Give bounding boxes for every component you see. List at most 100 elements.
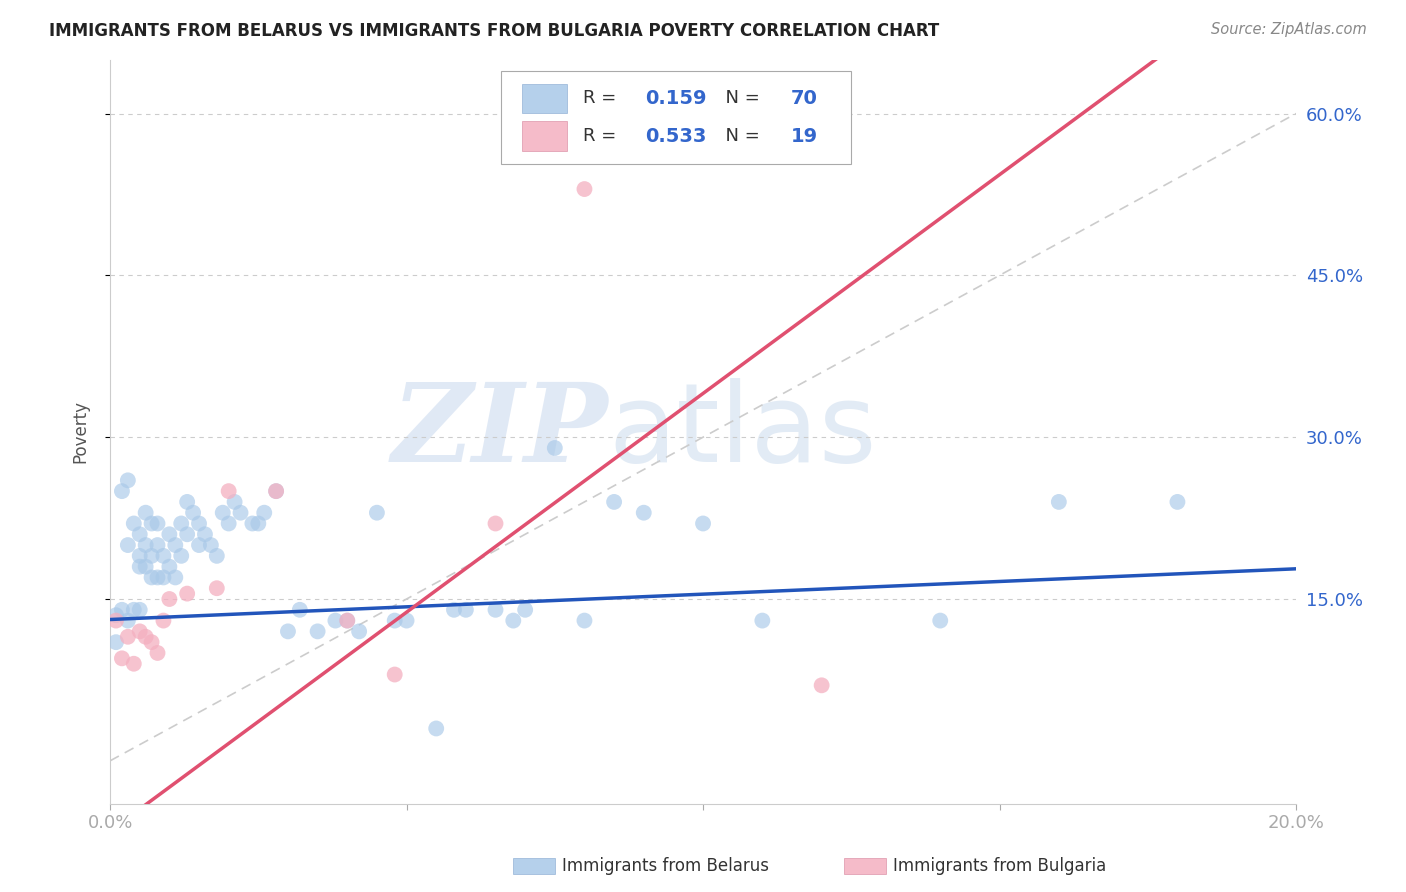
Point [181, 506, 204, 520]
Point [218, 516, 240, 531]
Point [347, 624, 370, 639]
Point [247, 516, 270, 531]
Point [574, 614, 596, 628]
Point [135, 559, 157, 574]
Point [170, 516, 193, 531]
Point [165, 570, 187, 584]
Point [395, 614, 418, 628]
Point [751, 614, 773, 628]
Text: R =: R = [583, 89, 623, 107]
Point [224, 495, 246, 509]
Point [188, 516, 211, 531]
Point [141, 549, 163, 563]
Text: N =: N = [714, 89, 765, 107]
Point [117, 538, 139, 552]
Point [122, 603, 145, 617]
Point [205, 549, 228, 563]
Point [1047, 495, 1070, 509]
Point [111, 484, 134, 499]
Point [194, 527, 217, 541]
Point [146, 570, 169, 584]
Point [200, 538, 222, 552]
Point [205, 581, 228, 595]
Point [229, 506, 252, 520]
Point [810, 678, 832, 692]
Text: 0.159: 0.159 [645, 89, 706, 108]
FancyBboxPatch shape [502, 70, 851, 164]
Point [128, 624, 150, 639]
Point [111, 651, 134, 665]
Point [325, 614, 347, 628]
Point [117, 614, 139, 628]
Point [443, 603, 465, 617]
Point [135, 506, 157, 520]
Point [211, 506, 233, 520]
Point [117, 630, 139, 644]
Point [152, 570, 174, 584]
Point [484, 516, 506, 531]
Point [242, 516, 264, 531]
Point [146, 516, 169, 531]
Point [253, 506, 276, 520]
Text: Immigrants from Bulgaria: Immigrants from Bulgaria [893, 857, 1107, 875]
Point [141, 516, 163, 531]
FancyBboxPatch shape [522, 121, 567, 151]
Point [157, 559, 180, 574]
Text: 0.533: 0.533 [645, 127, 706, 145]
Point [128, 527, 150, 541]
Point [141, 635, 163, 649]
Point [165, 538, 187, 552]
Point [264, 484, 287, 499]
Point [128, 559, 150, 574]
Point [117, 473, 139, 487]
Point [218, 484, 240, 499]
Point [122, 516, 145, 531]
Point [929, 614, 952, 628]
Point [105, 635, 128, 649]
Y-axis label: Poverty: Poverty [72, 401, 89, 463]
Text: ZIP: ZIP [391, 378, 609, 485]
Point [146, 538, 169, 552]
Point [366, 506, 388, 520]
Point [603, 495, 626, 509]
Point [484, 603, 506, 617]
Point [135, 538, 157, 552]
Point [105, 614, 128, 628]
Point [176, 495, 198, 509]
Point [152, 614, 174, 628]
Point [544, 441, 567, 455]
Point [515, 603, 537, 617]
Text: Immigrants from Belarus: Immigrants from Belarus [562, 857, 769, 875]
Point [277, 624, 299, 639]
Point [157, 527, 180, 541]
Point [157, 592, 180, 607]
Point [152, 549, 174, 563]
Point [384, 667, 406, 681]
Point [146, 646, 169, 660]
Point [425, 722, 447, 736]
Point [122, 657, 145, 671]
Text: IMMIGRANTS FROM BELARUS VS IMMIGRANTS FROM BULGARIA POVERTY CORRELATION CHART: IMMIGRANTS FROM BELARUS VS IMMIGRANTS FR… [49, 22, 939, 40]
Point [633, 506, 655, 520]
Text: atlas: atlas [609, 378, 877, 485]
Point [307, 624, 329, 639]
Point [574, 182, 596, 196]
Point [336, 614, 359, 628]
Point [105, 608, 128, 623]
Point [176, 527, 198, 541]
Text: Source: ZipAtlas.com: Source: ZipAtlas.com [1211, 22, 1367, 37]
Point [128, 603, 150, 617]
Point [384, 614, 406, 628]
Point [111, 603, 134, 617]
Point [454, 603, 477, 617]
Text: R =: R = [583, 128, 623, 145]
Point [128, 549, 150, 563]
Point [692, 516, 714, 531]
Point [288, 603, 311, 617]
FancyBboxPatch shape [522, 84, 567, 113]
Point [188, 538, 211, 552]
Point [264, 484, 287, 499]
Point [135, 630, 157, 644]
Text: 70: 70 [790, 89, 818, 108]
Text: N =: N = [714, 128, 765, 145]
